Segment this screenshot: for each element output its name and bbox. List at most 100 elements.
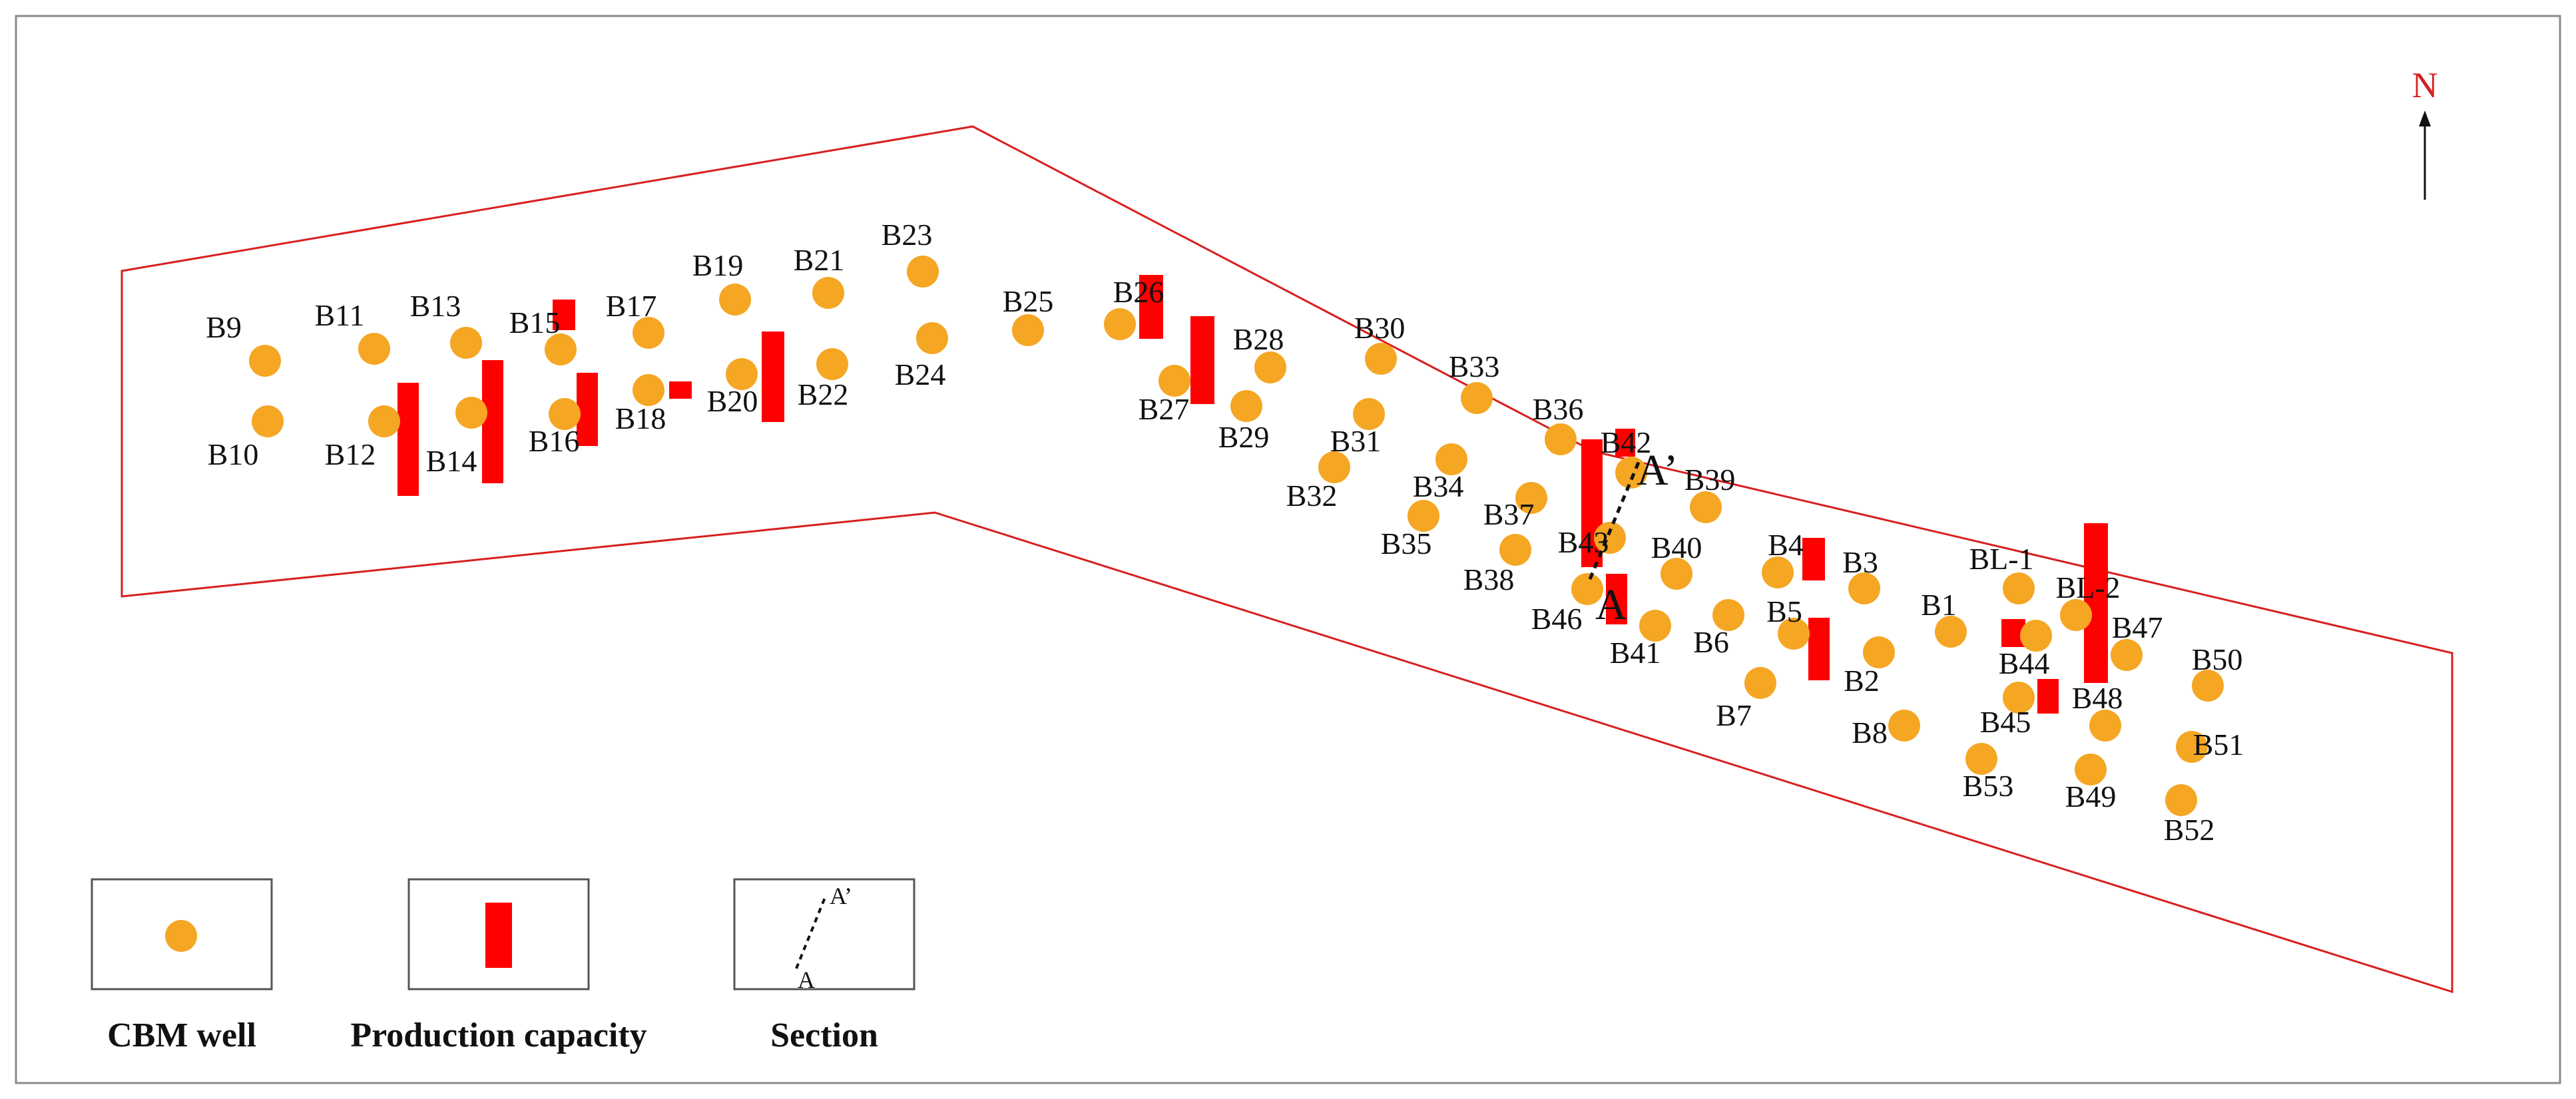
well-label: B42 xyxy=(1601,425,1652,459)
well-label: B33 xyxy=(1449,349,1500,383)
well-b1: B1 xyxy=(1921,588,1967,648)
capacity-bar xyxy=(1190,316,1214,404)
well-marker xyxy=(1318,451,1350,483)
north-label: N xyxy=(2412,65,2438,105)
well-marker xyxy=(2089,710,2121,742)
well-marker xyxy=(1863,636,1895,668)
well-b10: B10 xyxy=(208,405,284,471)
well-marker xyxy=(2020,620,2052,652)
well-label: B5 xyxy=(1766,594,1802,628)
legend-box-section xyxy=(733,878,915,990)
well-marker xyxy=(1461,382,1493,414)
well-label: B36 xyxy=(1533,392,1584,426)
well-b31: B31 xyxy=(1330,398,1385,458)
well-b12: B12 xyxy=(325,405,400,471)
well-b30: B30 xyxy=(1354,311,1405,375)
well-label: B12 xyxy=(325,437,376,471)
well-marker xyxy=(1230,390,1262,422)
well-marker xyxy=(1712,599,1744,631)
well-b13: B13 xyxy=(410,289,482,359)
well-label: B40 xyxy=(1651,531,1702,564)
legend-section-label: Section xyxy=(770,1016,878,1054)
well-label: B13 xyxy=(410,289,461,323)
capacity-bar xyxy=(482,360,503,483)
well-b7: B7 xyxy=(1716,667,1776,732)
well-b21: B21 xyxy=(794,243,844,309)
legend-capacity-label: Production capacity xyxy=(350,1016,646,1054)
section-line-a: A A’ xyxy=(1588,446,1678,629)
well-label: B37 xyxy=(1483,497,1535,531)
legend: CBM well Production capacity A A’ Sectio… xyxy=(91,878,915,1054)
capacity-bar xyxy=(577,373,598,446)
well-label: B27 xyxy=(1139,392,1190,426)
capacity-bar xyxy=(553,300,575,330)
well-marker xyxy=(2176,731,2208,763)
well-label: B51 xyxy=(2193,728,2244,762)
well-label: B7 xyxy=(1716,698,1752,732)
well-label: B20 xyxy=(707,384,758,418)
well-marker xyxy=(1594,522,1626,554)
well-b19: B19 xyxy=(692,248,751,316)
well-label: B50 xyxy=(2192,642,2243,676)
well-marker xyxy=(1690,491,1722,523)
well-label: B38 xyxy=(1463,562,1515,596)
well-marker xyxy=(2060,599,2092,631)
well-label: B16 xyxy=(529,424,580,458)
well-b6: B6 xyxy=(1693,599,1744,659)
well-b20: B20 xyxy=(707,358,758,418)
well-marker xyxy=(1365,343,1397,375)
well-marker xyxy=(1159,365,1190,397)
well-label: B39 xyxy=(1684,463,1736,497)
well-marker xyxy=(2111,639,2143,671)
well-label: BL-1 xyxy=(1969,542,2033,576)
well-label: B49 xyxy=(2065,779,2117,813)
well-marker xyxy=(916,322,948,354)
well-label: B47 xyxy=(2112,610,2163,644)
well-label: B26 xyxy=(1113,275,1164,309)
well-label: B46 xyxy=(1531,602,1583,636)
well-label: B45 xyxy=(1980,705,2031,739)
well-b46: B46 xyxy=(1531,573,1603,636)
cbm-wells: B9 B10 B11 B12 B13 B14 B15 B16 B17 B18 B19 B20 B21 B2… xyxy=(206,218,2244,847)
well-b23: B23 xyxy=(882,218,939,288)
well-label: B8 xyxy=(1852,716,1888,750)
well-b33: B33 xyxy=(1449,349,1500,414)
well-b35: B35 xyxy=(1381,500,1439,560)
well-marker xyxy=(2003,572,2035,604)
well-b36: B36 xyxy=(1533,392,1584,455)
well-marker xyxy=(633,374,664,406)
well-label: B11 xyxy=(315,298,365,332)
legend-section-line xyxy=(795,895,827,969)
well-b28: B28 xyxy=(1233,322,1286,383)
well-marker xyxy=(1545,423,1577,455)
well-b38: B38 xyxy=(1463,534,1531,596)
well-label: B23 xyxy=(882,218,933,252)
legend-well-icon xyxy=(165,920,197,952)
section-end-label: A’ xyxy=(1637,446,1678,495)
well-b2: B2 xyxy=(1844,636,1895,698)
capacity-bar xyxy=(762,331,784,422)
well-label: B18 xyxy=(615,401,666,435)
well-label: B17 xyxy=(606,289,657,323)
well-label: B53 xyxy=(1963,769,2014,803)
study-area-boundary xyxy=(121,125,2453,994)
capacity-bar xyxy=(397,383,419,496)
well-marker xyxy=(249,345,281,377)
well-b49: B49 xyxy=(2065,754,2117,813)
well-label: B41 xyxy=(1610,636,1661,670)
well-label: B35 xyxy=(1381,527,1432,560)
well-b9: B9 xyxy=(206,310,281,377)
well-marker xyxy=(2003,682,2035,714)
well-marker xyxy=(1848,572,1880,604)
well-marker xyxy=(1639,610,1671,642)
well-marker xyxy=(812,277,844,309)
well-b47: B47 xyxy=(2111,610,2163,671)
well-bl-2: BL-2 xyxy=(2055,570,2121,631)
capacity-bar xyxy=(2084,523,2108,683)
well-label: B24 xyxy=(895,357,946,391)
well-marker xyxy=(450,327,482,359)
well-label: B48 xyxy=(2072,681,2123,715)
capacity-bar xyxy=(1139,275,1163,339)
well-marker xyxy=(1778,618,1810,650)
well-marker xyxy=(1254,351,1286,383)
